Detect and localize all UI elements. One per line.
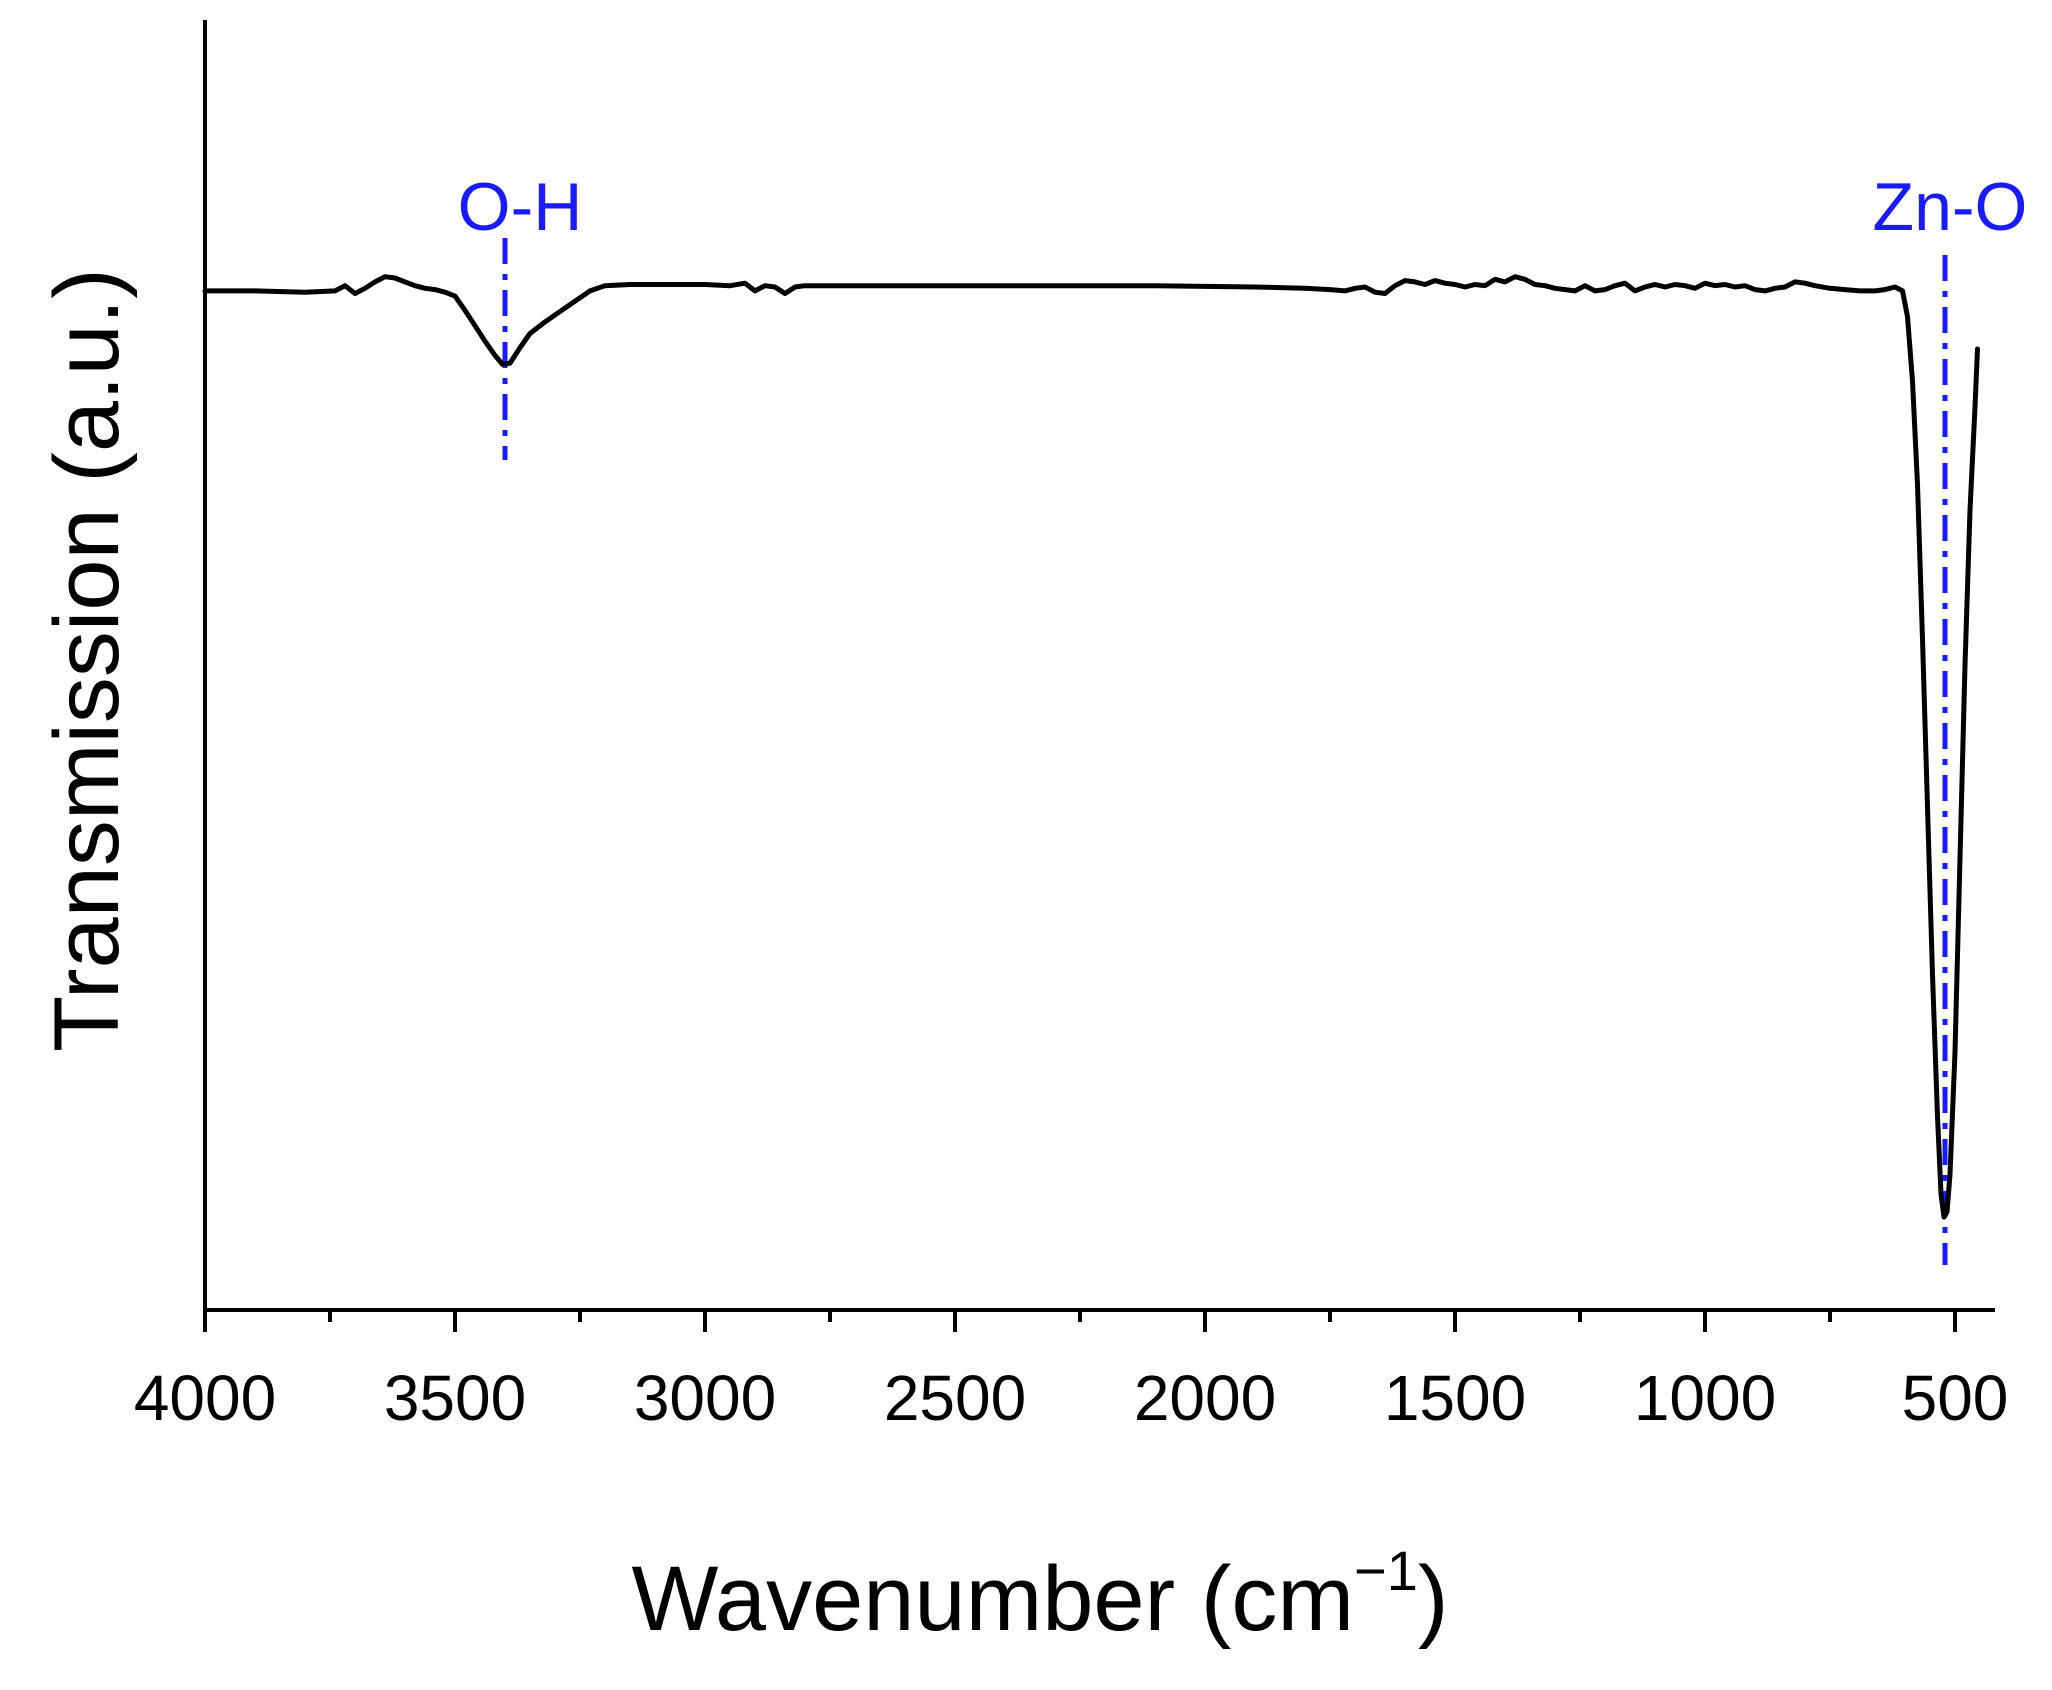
x-tick-label: 3000 bbox=[634, 1362, 776, 1434]
peak-annotations: O-H Zn-O bbox=[458, 169, 2028, 1265]
x-tick-label: 3500 bbox=[384, 1362, 526, 1434]
y-axis-title: Transmission (a.u.) bbox=[36, 268, 138, 1052]
x-tick-label: 500 bbox=[1902, 1362, 2009, 1434]
x-tick-label: 4000 bbox=[134, 1362, 276, 1434]
peak-label: O-H bbox=[458, 169, 583, 245]
x-tick-label: 2000 bbox=[1134, 1362, 1276, 1434]
peak-label: Zn-O bbox=[1873, 169, 2028, 245]
x-tick-label: 1500 bbox=[1384, 1362, 1526, 1434]
x-tick-label: 2500 bbox=[884, 1362, 1026, 1434]
x-tick-label: 1000 bbox=[1634, 1362, 1776, 1434]
x-axis-title: Wavenumber (cm−1) bbox=[631, 1539, 1448, 1650]
transmission-series-line bbox=[202, 274, 1980, 1220]
x-axis-ticks: 4000 3500 3000 2500 2000 1500 1000 500 bbox=[134, 1310, 2009, 1434]
